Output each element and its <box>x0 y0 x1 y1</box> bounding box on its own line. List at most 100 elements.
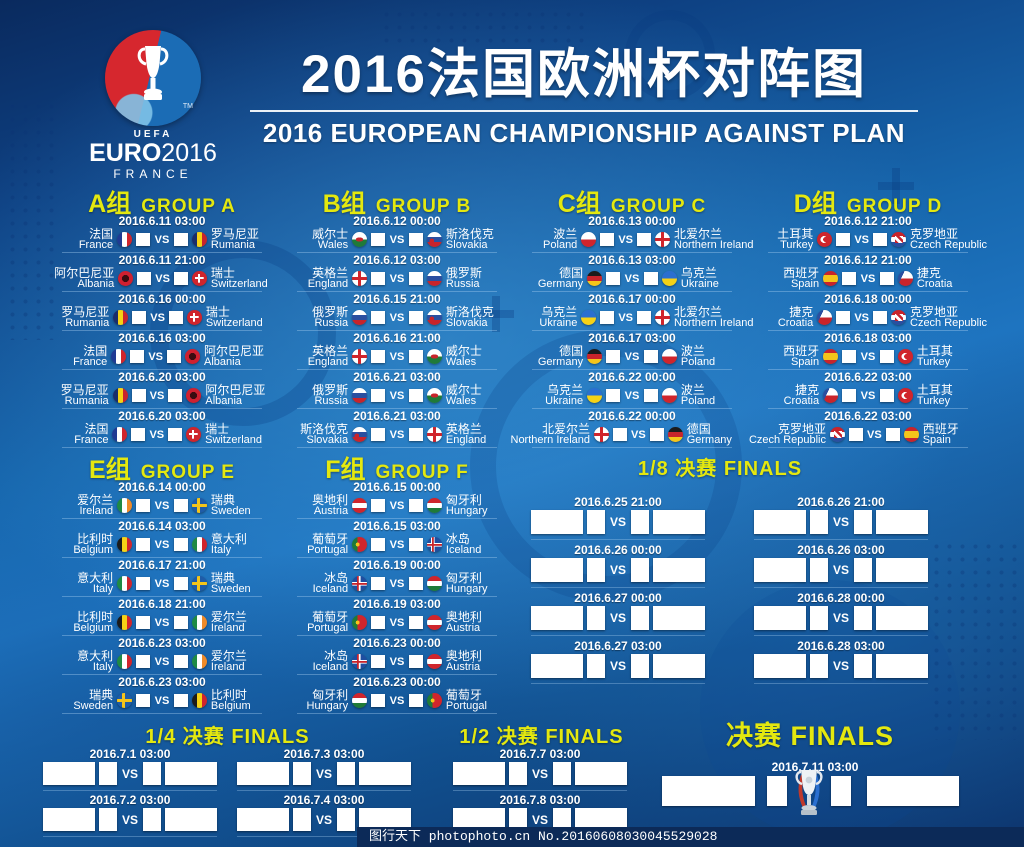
score-box[interactable] <box>606 272 621 285</box>
team-box[interactable] <box>237 808 289 831</box>
score-box[interactable] <box>631 606 649 630</box>
score-box[interactable] <box>371 694 386 707</box>
score-box[interactable] <box>293 808 311 831</box>
score-box[interactable] <box>842 389 857 402</box>
team-box[interactable] <box>531 558 583 582</box>
score-box[interactable] <box>631 654 649 678</box>
team-box[interactable] <box>876 606 928 630</box>
score-box[interactable] <box>587 510 605 534</box>
score-box[interactable] <box>337 762 355 785</box>
score-box[interactable] <box>854 654 872 678</box>
team-box[interactable] <box>165 808 217 831</box>
score-box[interactable] <box>631 510 649 534</box>
final-score-box[interactable] <box>831 776 851 806</box>
score-box[interactable] <box>371 655 386 668</box>
team-box[interactable] <box>43 762 95 785</box>
score-box[interactable] <box>173 694 188 707</box>
team-box[interactable] <box>653 654 705 678</box>
score-box[interactable] <box>842 350 857 363</box>
score-box[interactable] <box>371 577 386 590</box>
score-box[interactable] <box>143 762 161 785</box>
score-box[interactable] <box>553 808 571 831</box>
score-box[interactable] <box>371 616 386 629</box>
team-box[interactable] <box>165 762 217 785</box>
score-box[interactable] <box>854 510 872 534</box>
score-box[interactable] <box>99 808 117 831</box>
score-box[interactable] <box>600 233 615 246</box>
score-box[interactable] <box>173 616 188 629</box>
team-box[interactable] <box>359 762 411 785</box>
score-box[interactable] <box>143 808 161 831</box>
team-box[interactable] <box>876 558 928 582</box>
score-box[interactable] <box>173 499 188 512</box>
team-box[interactable] <box>531 606 583 630</box>
team-box[interactable] <box>43 808 95 831</box>
score-box[interactable] <box>810 654 828 678</box>
team-box[interactable] <box>653 510 705 534</box>
score-box[interactable] <box>587 606 605 630</box>
score-box[interactable] <box>643 272 658 285</box>
score-box[interactable] <box>873 311 887 324</box>
score-box[interactable] <box>553 762 571 785</box>
score-box[interactable] <box>408 428 423 441</box>
score-box[interactable] <box>606 350 621 363</box>
team-box[interactable] <box>575 762 627 785</box>
score-box[interactable] <box>168 428 183 441</box>
score-box[interactable] <box>810 510 828 534</box>
score-box[interactable] <box>509 808 527 831</box>
score-box[interactable] <box>643 350 658 363</box>
score-box[interactable] <box>408 577 423 590</box>
score-box[interactable] <box>99 762 117 785</box>
team-box[interactable] <box>754 606 806 630</box>
score-box[interactable] <box>408 272 423 285</box>
score-box[interactable] <box>613 428 627 441</box>
score-box[interactable] <box>168 389 183 402</box>
score-box[interactable] <box>173 655 188 668</box>
score-box[interactable] <box>136 577 151 590</box>
score-box[interactable] <box>136 233 151 246</box>
final-team-box[interactable] <box>867 776 959 806</box>
team-box[interactable] <box>876 654 928 678</box>
score-box[interactable] <box>842 272 857 285</box>
score-box[interactable] <box>408 694 423 707</box>
score-box[interactable] <box>131 389 146 402</box>
team-box[interactable] <box>359 808 411 831</box>
team-box[interactable] <box>575 808 627 831</box>
team-box[interactable] <box>653 606 705 630</box>
team-box[interactable] <box>754 510 806 534</box>
score-box[interactable] <box>587 558 605 582</box>
score-box[interactable] <box>509 762 527 785</box>
score-box[interactable] <box>173 538 188 551</box>
score-box[interactable] <box>836 233 851 246</box>
score-box[interactable] <box>637 233 651 246</box>
score-box[interactable] <box>849 428 863 441</box>
score-box[interactable] <box>631 558 649 582</box>
score-box[interactable] <box>885 428 900 441</box>
score-box[interactable] <box>810 558 828 582</box>
score-box[interactable] <box>873 233 887 246</box>
score-box[interactable] <box>130 350 145 363</box>
score-box[interactable] <box>136 538 151 551</box>
score-box[interactable] <box>136 655 151 668</box>
team-box[interactable] <box>876 510 928 534</box>
score-box[interactable] <box>137 272 152 285</box>
score-box[interactable] <box>293 762 311 785</box>
score-box[interactable] <box>131 428 146 441</box>
score-box[interactable] <box>132 311 147 324</box>
score-box[interactable] <box>879 272 894 285</box>
team-box[interactable] <box>237 762 289 785</box>
score-box[interactable] <box>606 389 621 402</box>
team-box[interactable] <box>453 762 505 785</box>
score-box[interactable] <box>643 389 658 402</box>
team-box[interactable] <box>531 510 583 534</box>
score-box[interactable] <box>810 606 828 630</box>
score-box[interactable] <box>408 655 423 668</box>
score-box[interactable] <box>371 389 386 402</box>
final-team-box[interactable] <box>662 776 755 806</box>
team-box[interactable] <box>531 654 583 678</box>
team-box[interactable] <box>754 558 806 582</box>
score-box[interactable] <box>408 538 423 551</box>
score-box[interactable] <box>371 311 386 324</box>
score-box[interactable] <box>371 350 386 363</box>
score-box[interactable] <box>371 272 386 285</box>
